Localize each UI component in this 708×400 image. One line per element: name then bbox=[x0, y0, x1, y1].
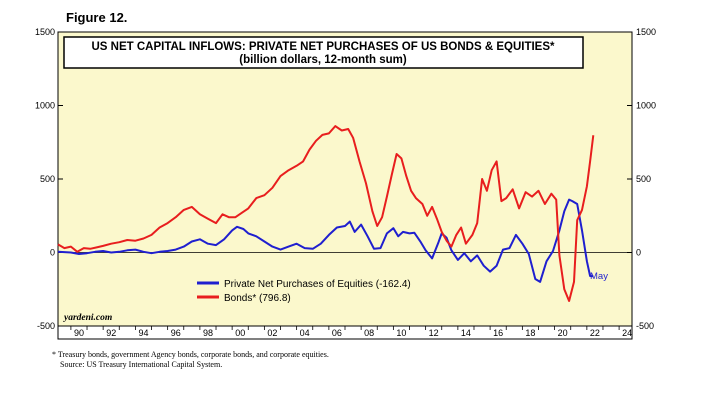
y-tick-label-right: 1000 bbox=[636, 101, 656, 111]
x-tick-label: 24 bbox=[622, 328, 632, 338]
y-tick-label: -500 bbox=[37, 321, 55, 331]
x-tick-label: 98 bbox=[203, 328, 213, 338]
x-tick-label: 12 bbox=[429, 328, 439, 338]
y-tick-label: 1000 bbox=[35, 101, 55, 111]
chart-title-box bbox=[63, 36, 584, 69]
x-tick-label: 08 bbox=[364, 328, 374, 338]
legend-label-equities: Private Net Purchases of Equities (-162.… bbox=[224, 279, 411, 290]
legend-label-bonds: Bonds* (796.8) bbox=[224, 293, 291, 304]
y-tick-label-right: 500 bbox=[636, 174, 651, 184]
footnote-line-2: Source: US Treasury International Capita… bbox=[52, 360, 222, 369]
x-tick-label: 94 bbox=[138, 328, 148, 338]
y-tick-label: 0 bbox=[50, 248, 55, 258]
y-tick-label: 1500 bbox=[35, 27, 55, 37]
x-tick-label: 92 bbox=[106, 328, 116, 338]
legend: Private Net Purchases of Equities (-162.… bbox=[197, 279, 411, 304]
x-tick-label: 90 bbox=[74, 328, 84, 338]
x-tick-label: 04 bbox=[300, 328, 310, 338]
footnote-line-1: * Treasury bonds, government Agency bond… bbox=[52, 350, 329, 359]
equities-end-label: May bbox=[590, 271, 608, 282]
x-axis: 90 92 94 96 98 00 02 04 06 08 10 12 14 16 18 20 22 24 bbox=[57, 325, 633, 340]
x-tick-label: 96 bbox=[171, 328, 181, 338]
y-tick-label-right: 0 bbox=[636, 248, 641, 258]
x-tick-label: 10 bbox=[396, 328, 406, 338]
x-tick-label: 18 bbox=[525, 328, 535, 338]
x-tick-label: 20 bbox=[558, 328, 568, 338]
chart-subtitle: (billion dollars, 12-month sum) bbox=[239, 54, 407, 66]
x-tick-label: 16 bbox=[493, 328, 503, 338]
y-tick-label-right: -500 bbox=[636, 321, 654, 331]
x-tick-label: 02 bbox=[267, 328, 277, 338]
series-line-equities bbox=[57, 198, 594, 283]
plot-area bbox=[57, 31, 633, 327]
y-tick-label-right: 1500 bbox=[636, 27, 656, 37]
chart-series bbox=[57, 125, 595, 302]
figure-label: Figure 12. bbox=[66, 10, 127, 25]
x-tick-label: 22 bbox=[590, 328, 600, 338]
chart-title: US NET CAPITAL INFLOWS: PRIVATE NET PURC… bbox=[91, 41, 555, 53]
y-tick-label: 500 bbox=[40, 174, 55, 184]
series-line-bonds bbox=[57, 125, 595, 302]
x-tick-label: 14 bbox=[461, 328, 471, 338]
x-tick-label: 06 bbox=[332, 328, 342, 338]
credit-label: yardeni.com bbox=[63, 313, 112, 323]
x-tick-label: 00 bbox=[235, 328, 245, 338]
